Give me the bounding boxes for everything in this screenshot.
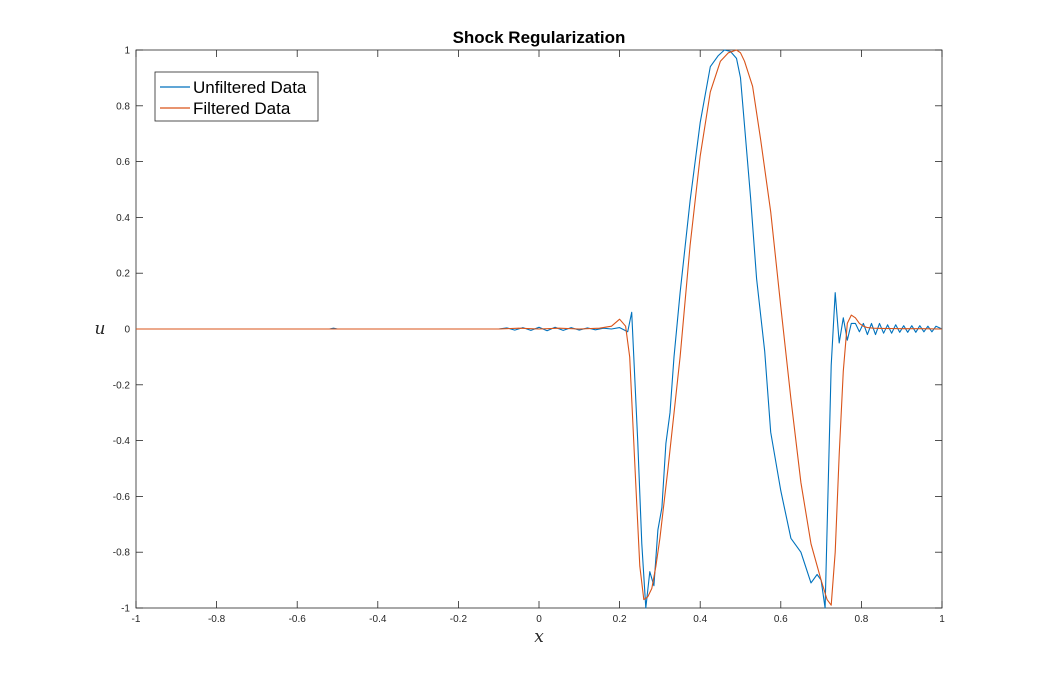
x-tick-label: -1: [132, 614, 141, 625]
ticks-layer: -1 -0.8 -0.6 -0.4 -0.2 0 0.2 0.4 0.6 0.8 1 -1 -0.8 -0…: [113, 46, 945, 626]
x-tick-label: -0.4: [369, 614, 387, 625]
y-tick-label: 0.8: [116, 101, 130, 112]
series-layer: [136, 49, 943, 609]
x-tick-label: 0: [536, 614, 542, 625]
x-axis-label: x: [534, 627, 544, 647]
y-tick-label: 0.6: [116, 157, 130, 168]
y-tick-label: 0.4: [116, 213, 130, 224]
y-tick-label: -0.2: [113, 380, 131, 391]
y-tick-label: -0.6: [113, 492, 131, 503]
x-tick-label: 1: [939, 614, 945, 625]
y-tick-label: 1: [124, 46, 130, 57]
x-tick-label: 0.2: [613, 614, 627, 625]
y-axis-label: u: [95, 319, 106, 339]
legend-label-filtered: Filtered Data: [193, 99, 291, 118]
y-tick-label: -0.4: [113, 436, 131, 447]
y-tick-label: -1: [121, 604, 130, 615]
x-tick-label: 0.4: [693, 614, 707, 625]
legend: Unfiltered Data Filtered Data: [154, 71, 319, 122]
x-tick-label: 0.8: [854, 614, 868, 625]
x-tick-label: -0.6: [289, 614, 307, 625]
y-tick-label: 0.2: [116, 269, 130, 280]
x-tick-label: 0.6: [774, 614, 788, 625]
series-line-filtered-data: [136, 49, 943, 606]
legend-label-unfiltered: Unfiltered Data: [193, 78, 307, 97]
y-tick-label: -0.8: [113, 548, 131, 559]
y-tick-label: 0: [124, 325, 130, 336]
x-tick-label: -0.8: [208, 614, 226, 625]
x-tick-label: -0.2: [450, 614, 468, 625]
legend-box: [154, 71, 319, 122]
chart-title: Shock Regularization: [453, 28, 626, 47]
